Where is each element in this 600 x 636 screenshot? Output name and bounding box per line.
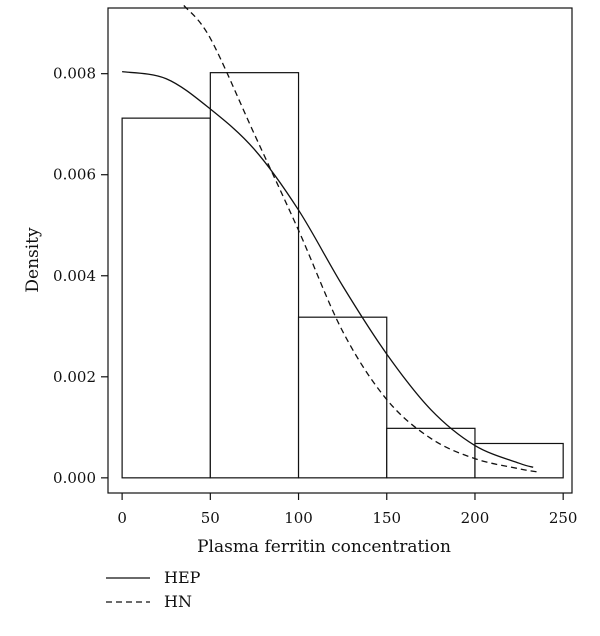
legend-label-hep: HEP: [164, 568, 201, 587]
histogram-bar-1: [209, 72, 300, 479]
y-axis: 0.000 0.002 0.004 0.006 0.008: [53, 65, 108, 487]
x-tick-label: 100: [284, 509, 313, 527]
x-tick-label: 200: [461, 509, 490, 527]
histogram-bar-4: [474, 442, 564, 479]
density-curves: [122, 5, 537, 473]
plot-frame: [107, 7, 573, 494]
x-tick-label: 150: [372, 509, 401, 527]
density-curve-hn: [183, 5, 537, 473]
x-tick-label: 50: [201, 509, 220, 527]
legend: HEP HN: [106, 568, 201, 611]
y-tick-label: 0.006: [53, 166, 96, 184]
histogram-bar-3: [386, 427, 476, 479]
histogram-bar-0: [121, 117, 211, 479]
histogram-bar-2: [297, 316, 388, 479]
y-tick-label: 0.004: [53, 267, 96, 285]
density-curve-hep: [122, 71, 534, 468]
x-axis: 0 50 100 150 200 250: [117, 493, 577, 527]
histogram-bars: [121, 72, 564, 479]
x-tick-label: 250: [549, 509, 578, 527]
y-tick-label: 0.008: [53, 65, 96, 83]
y-tick-label: 0.000: [53, 469, 96, 487]
x-tick-label: 0: [117, 509, 127, 527]
y-axis-title: Density: [23, 227, 43, 293]
x-axis-title: Plasma ferritin concentration: [197, 537, 451, 557]
y-tick-label: 0.002: [53, 368, 96, 386]
legend-label-hn: HN: [164, 592, 192, 611]
